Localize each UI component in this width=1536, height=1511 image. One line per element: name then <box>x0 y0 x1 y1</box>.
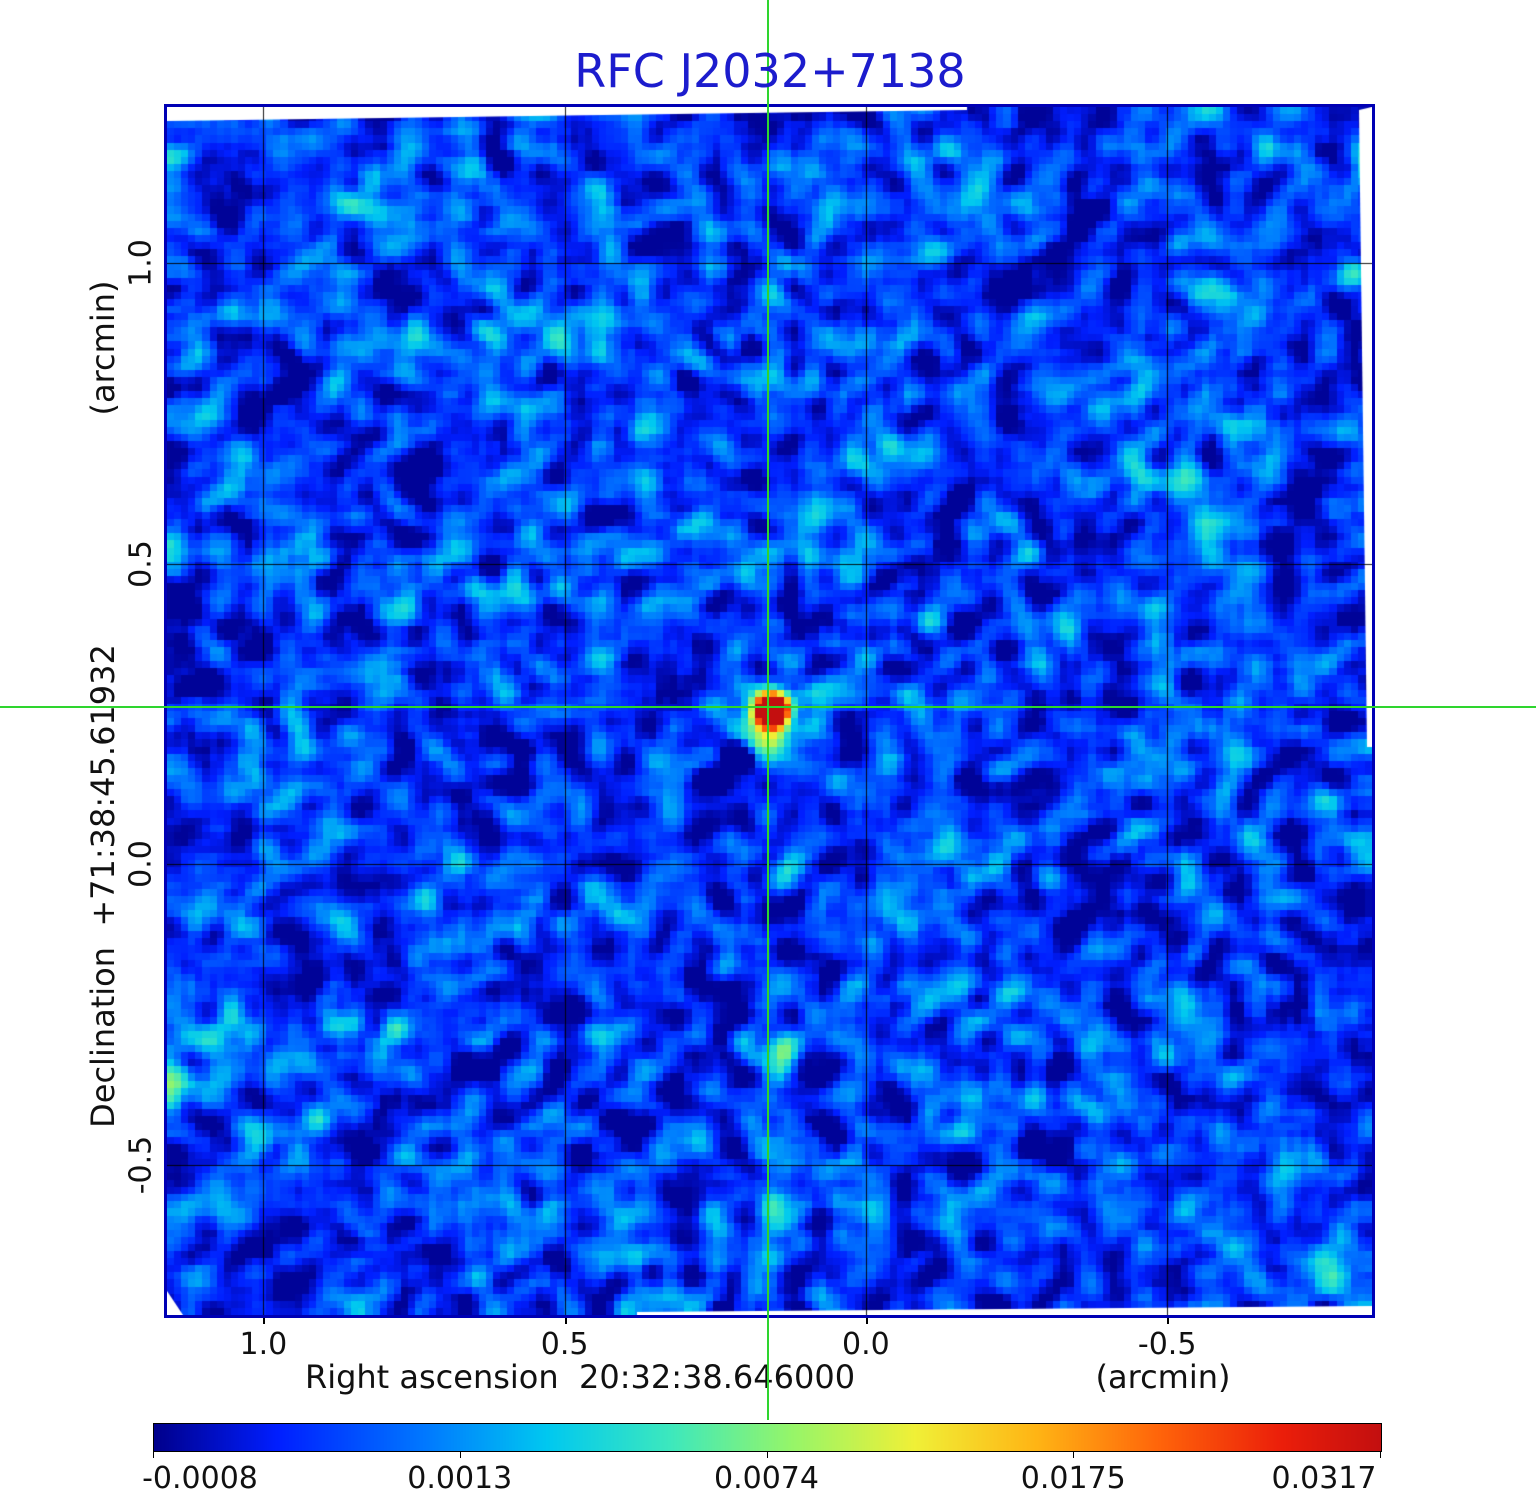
y-tick-label: -0.5 <box>123 1135 159 1195</box>
colorbar-tick-mark <box>1380 1451 1381 1458</box>
x-tick-label: 0.0 <box>842 1327 890 1362</box>
y-tick-label: 1.0 <box>123 239 159 288</box>
colorbar-frame <box>153 1423 1382 1452</box>
colorbar-tick-mark <box>459 1451 461 1458</box>
y-tick-label: 0.5 <box>123 539 159 588</box>
crosshair-horizontal-line <box>0 705 1536 708</box>
plot-frame <box>164 104 1375 1318</box>
x-axis-tick-mark <box>865 1318 868 1324</box>
x-tick-label: 1.0 <box>239 1327 288 1362</box>
page-title: RFC J2032+7138 <box>574 44 966 98</box>
x-tick-label: -0.5 <box>1137 1327 1197 1362</box>
crosshair-vertical-line <box>766 0 769 1420</box>
y-axis-title: Declination +71:38:45.61932 <box>84 644 122 1128</box>
x-axis-title: Right ascension 20:32:38.646000 <box>304 1358 856 1396</box>
radio-intensity-map <box>167 107 1372 1315</box>
colorbar-label: 0.0175 <box>1020 1461 1126 1496</box>
colorbar-gradient <box>154 1424 1381 1451</box>
x-axis-tick-mark <box>564 1318 567 1324</box>
colorbar-tick-mark <box>1073 1451 1075 1458</box>
y-axis-unit-label: (arcmin) <box>84 280 122 416</box>
y-tick-label: 0.0 <box>123 840 159 889</box>
colorbar-label: -0.0008 <box>142 1461 258 1496</box>
x-axis-tick-mark <box>263 1318 266 1324</box>
colorbar-tick-mark <box>153 1451 154 1458</box>
colorbar-label: 0.0074 <box>714 1461 819 1496</box>
x-axis-unit-label: (arcmin) <box>1095 1358 1231 1396</box>
colorbar-label: 0.0013 <box>407 1461 513 1496</box>
colorbar-tick-mark <box>766 1451 768 1458</box>
x-axis-tick-mark <box>1167 1318 1170 1324</box>
colorbar-label: 0.0317 <box>1271 1461 1377 1496</box>
x-tick-label: 0.5 <box>540 1327 589 1362</box>
